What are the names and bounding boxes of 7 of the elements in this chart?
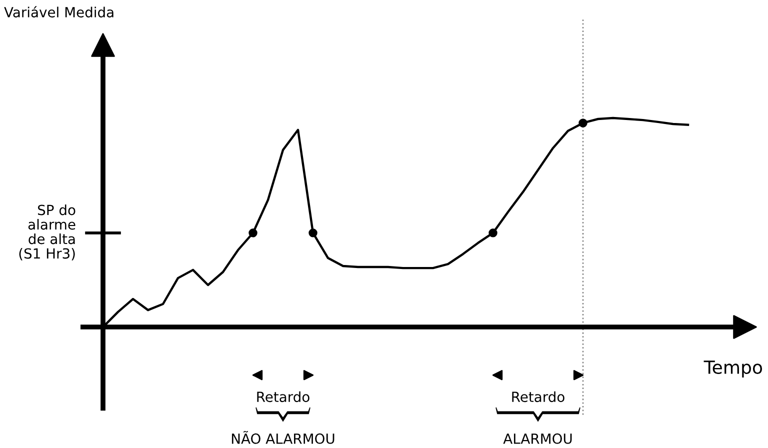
text: ALARMOU — [503, 433, 572, 444]
text: Retardo — [512, 391, 564, 402]
x-axis-title: Tempo — [704, 360, 762, 378]
text: NÃO ALARMOU — [232, 430, 334, 444]
text: Variável Medida — [4, 6, 114, 18]
ref-line-label: SP do alarme de alta (S1 Hr3) — [19, 204, 76, 260]
text: Retardo — [257, 391, 310, 402]
